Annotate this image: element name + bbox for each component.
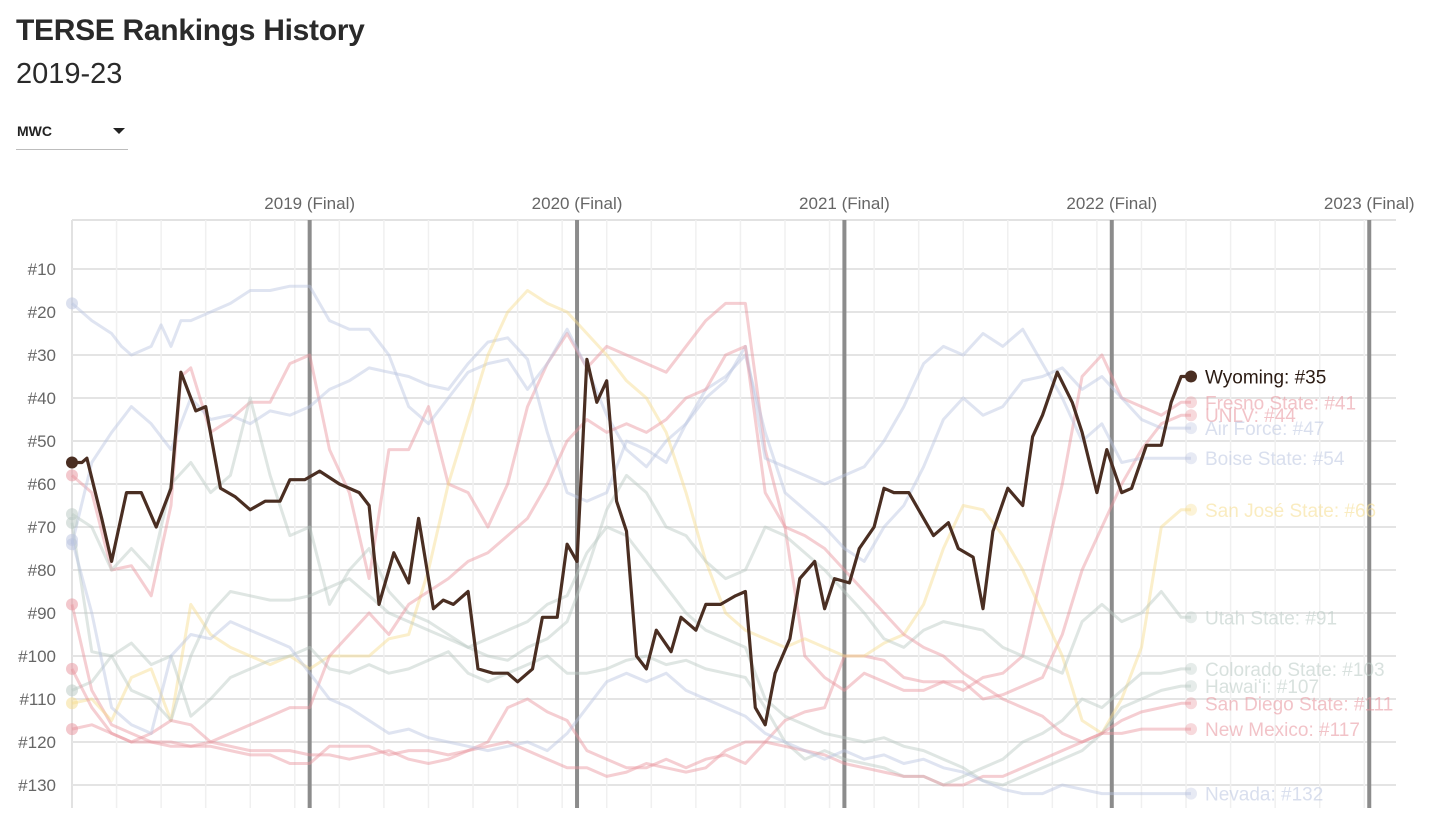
series-line-fresno-state [71,301,1191,692]
series-start-dot [66,697,78,710]
series-start-dot [66,516,78,529]
y-tick-label: #30 [28,346,56,365]
y-tick-label: #40 [28,389,56,408]
series-start-dot [66,662,78,675]
series-end-label: Air Force: #47 [1205,419,1324,440]
series-end-label: San José State: #66 [1205,501,1376,522]
chevron-down-icon [113,128,125,134]
season-marker-label: 2022 (Final) [1066,194,1157,213]
y-tick-label: #80 [28,561,56,580]
series-end-dot [1185,370,1197,383]
y-tick-label: #10 [28,260,56,279]
series-end-label: Fresno State: #41 [1205,393,1356,414]
y-tick-label: #90 [28,604,56,623]
series-end-dot [1185,680,1197,693]
y-tick-label: #20 [28,303,56,322]
series-start-dot [66,598,78,611]
series-end-dot [1185,409,1197,422]
series-end-dot [1185,723,1197,736]
series-line-san-diego-state [70,344,1191,744]
series-start-dot [66,469,78,482]
series-end-dot [1185,396,1197,409]
conference-dropdown-value: MWC [17,123,52,139]
series-line-unlv [70,413,1191,770]
y-tick-label: #70 [28,518,56,537]
series-end-label: Utah State: #91 [1205,608,1337,629]
y-tick-label: #120 [18,733,56,752]
series-start-dot [66,684,78,697]
y-tick-label: #130 [18,776,56,795]
y-tick-label: #50 [28,432,56,451]
series-end-dot [1185,697,1197,710]
series-end-label: Nevada: #132 [1205,785,1323,806]
series-start-dot [66,456,78,469]
season-marker-label: 2020 (Final) [532,194,623,213]
series-line-nevada [70,539,1191,796]
series-end-label: UNLV: #44 [1205,406,1296,427]
series-end-label: New Mexico: #117 [1205,720,1360,741]
series-end-dot [1185,422,1197,435]
y-tick-label: #60 [28,475,56,494]
series-end-dot [1185,662,1197,675]
y-tick-label: #100 [18,647,56,666]
series-end-label: Colorado State: #103 [1205,660,1385,681]
series-start-dot [66,723,78,736]
series-line-utah-state [71,396,1191,675]
page-title: TERSE Rankings History [16,14,365,47]
series-end-dot [1185,611,1197,624]
season-marker-label: 2023 (Final) [1324,194,1415,213]
y-tick-label: #110 [19,690,56,709]
series-line-new-mexico [71,723,1191,787]
series-start-dot [66,508,78,521]
series-end-dot [1185,452,1197,465]
series-end-label: Wyoming: #35 [1205,368,1326,389]
page-subtitle: 2019-23 [16,58,123,90]
series-end-label: San Diego State: #111 [1205,694,1393,715]
series-start-dot [66,533,78,546]
series-end-label: Hawaiʻi: #107 [1205,677,1319,698]
series-line-air-force [70,336,1191,563]
series-end-dot [1185,787,1197,800]
conference-dropdown[interactable]: MWC [16,118,128,150]
season-marker-label: 2019 (Final) [264,194,355,213]
series-line-san-jose-state [71,289,1191,735]
series-start-dot [66,297,78,310]
series-line-boise-state [71,284,1191,486]
series-end-label: Boise State: #54 [1205,449,1345,470]
series-end-dot [1185,503,1197,516]
series-line-hawai-i [71,525,1191,787]
season-marker-label: 2021 (Final) [799,194,890,213]
series-line-wyoming [72,357,1191,727]
